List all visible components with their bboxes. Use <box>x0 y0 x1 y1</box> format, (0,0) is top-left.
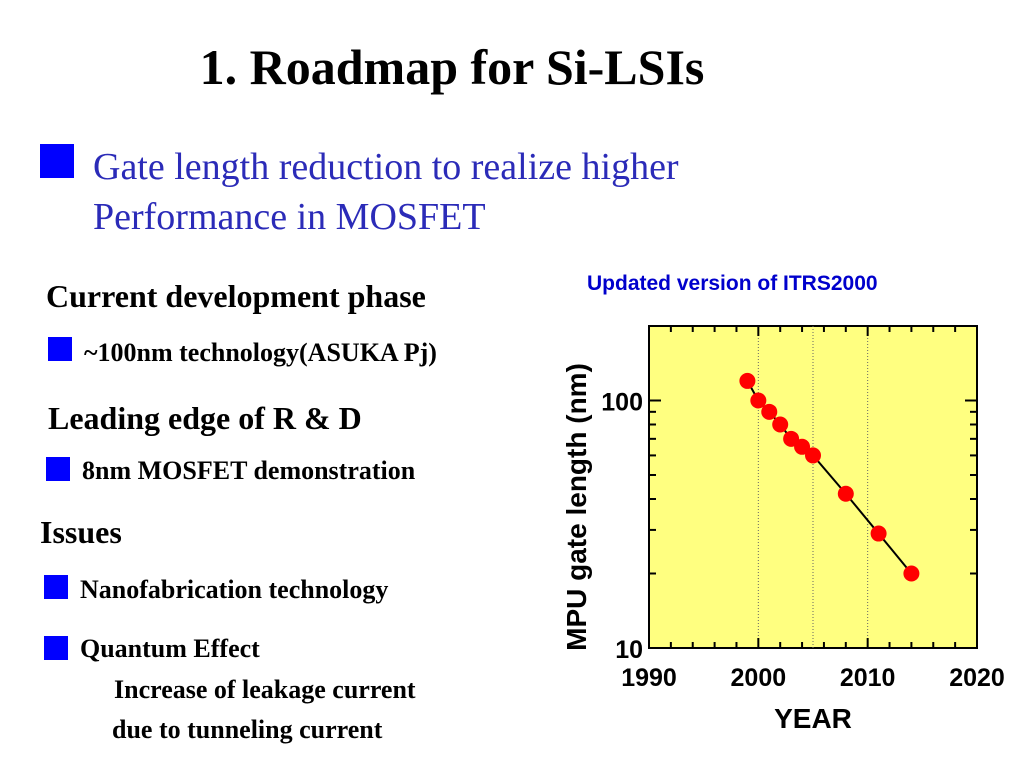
section-item-current: ~100nm technology(ASUKA Pj) <box>84 338 437 367</box>
x-tick-label: 2010 <box>840 664 896 692</box>
y-tick-label: 10 <box>615 636 643 664</box>
quantum-sub-line-2: due to tunneling current <box>112 715 383 744</box>
data-point <box>761 403 778 420</box>
square-bullet-icon <box>44 575 68 599</box>
x-tick-label: 2000 <box>731 664 787 692</box>
data-point <box>870 525 887 542</box>
y-tick-label: 100 <box>601 389 643 417</box>
section-item-leading: 8nm MOSFET demonstration <box>82 456 416 485</box>
square-bullet-icon <box>44 636 68 660</box>
data-point <box>903 565 920 582</box>
subtitle: Gate length reduction to realize higher … <box>93 142 679 242</box>
x-tick-label: 2020 <box>949 664 1005 692</box>
quantum-effect-item: Quantum Effect <box>80 634 260 663</box>
plot-area <box>648 325 978 649</box>
data-point <box>739 372 756 389</box>
subtitle-line-2: Performance in MOSFET <box>93 196 486 238</box>
x-axis-label: YEAR <box>774 703 852 734</box>
data-point <box>805 447 821 464</box>
slide-title: 1. Roadmap for Si-LSIs <box>199 39 705 95</box>
y-axis-label: MPU gate length (nm) <box>561 363 592 651</box>
square-bullet-icon <box>46 457 70 481</box>
data-point <box>837 485 854 502</box>
data-point <box>772 416 789 433</box>
data-point <box>750 392 767 409</box>
section-heading-leading: Leading edge of R & D <box>48 400 362 436</box>
section-item-issues: Nanofabrication technology <box>80 575 389 604</box>
section-heading-issues: Issues <box>40 514 122 550</box>
x-tick-label: 1990 <box>621 664 677 692</box>
chart-title: Updated version of ITRS2000 <box>587 272 878 295</box>
square-bullet-icon <box>40 144 74 178</box>
data-point <box>794 438 811 455</box>
quantum-sub-line-1: Increase of leakage current <box>114 675 416 704</box>
square-bullet-icon <box>48 337 72 361</box>
section-heading-current: Current development phase <box>46 278 426 314</box>
subtitle-line-1: Gate length reduction to realize higher <box>93 146 679 188</box>
